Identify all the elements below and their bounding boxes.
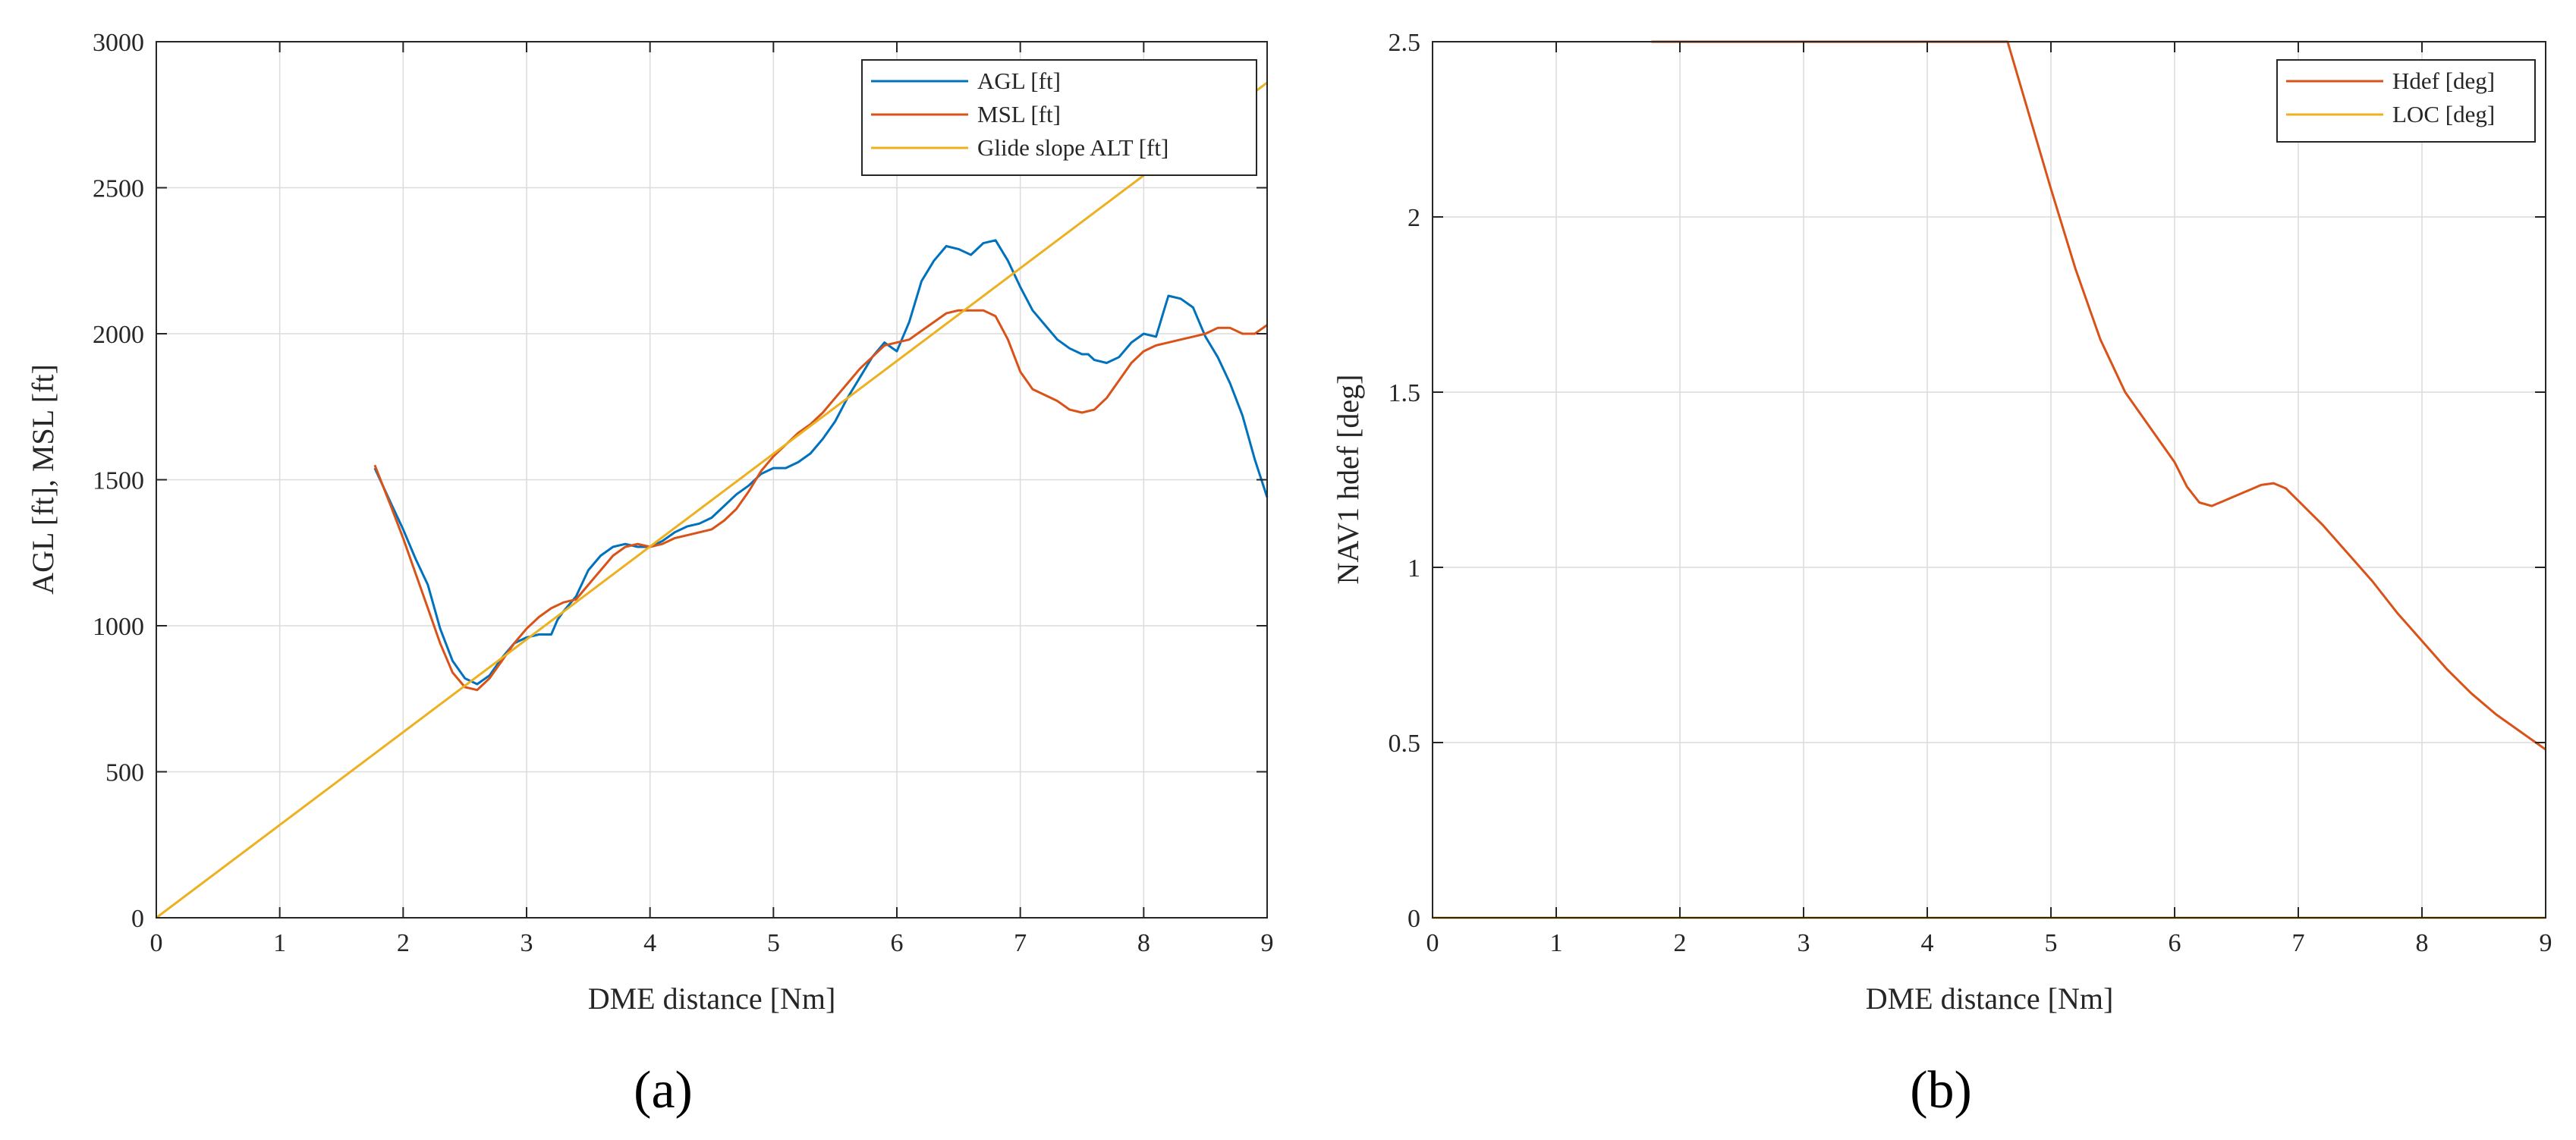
chart-a-ytick-label: 3000 xyxy=(93,29,144,57)
chart-b-xtick-label: 5 xyxy=(2045,929,2058,957)
chart-b-xtick-label: 6 xyxy=(2169,929,2181,957)
chart-b-legend: Hdef [deg] LOC [deg] xyxy=(2276,59,2536,143)
chart-a-legend-box xyxy=(861,59,1257,176)
chart-a-series xyxy=(156,81,1269,919)
chart-b-series-line-0 xyxy=(1651,40,2546,751)
chart-a-legend-label-0: AGL [ft] xyxy=(977,68,1061,94)
chart-a-ytick-label: 1500 xyxy=(93,467,144,495)
chart-b-legend-label-1: LOC [deg] xyxy=(2392,101,2495,127)
chart-a-ylabel: AGL [ft], MSL [ft] xyxy=(26,364,60,595)
chart-b-axes-box xyxy=(1432,41,2546,919)
chart-b: 0 1 2 3 4 5 6 7 8 9 0 0.5 1 1.5 2 2.5 DME distance [Nm]… xyxy=(1331,29,2552,1016)
chart-b-ytick-label: 2.5 xyxy=(1389,29,1421,57)
chart-a-legend: AGL [ft] MSL [ft] Glide slope ALT [ft] xyxy=(861,59,1257,176)
chart-b-ytick-label: 0 xyxy=(1408,905,1420,933)
chart-b-plot-area xyxy=(1433,42,2546,918)
chart-b-xtick-label: 7 xyxy=(2292,929,2305,957)
chart-b-xtick-label: 8 xyxy=(2416,929,2429,957)
chart-b-ylabel: NAV1 hdef [deg] xyxy=(1331,375,1365,585)
chart-b-xtick-label: 2 xyxy=(1674,929,1687,957)
chart-a-ytick-label: 2000 xyxy=(93,321,144,349)
chart-a-legend-label-2: Glide slope ALT [ft] xyxy=(977,134,1168,161)
chart-b-ytick-label: 1.5 xyxy=(1389,379,1421,407)
chart-a-xtick-label: 4 xyxy=(643,929,656,957)
chart-b-xtick-label: 0 xyxy=(1426,929,1439,957)
chart-a-legend-label-1: MSL [ft] xyxy=(977,101,1061,127)
chart-a-xtick-label: 9 xyxy=(1261,929,1274,957)
chart-b-legend-box xyxy=(2276,59,2536,143)
chart-a-xtick-label: 5 xyxy=(767,929,780,957)
chart-a-xlabel: DME distance [Nm] xyxy=(588,981,836,1016)
chart-a-ytick-label: 2500 xyxy=(93,175,144,203)
panel-label-a: (a) xyxy=(634,1061,693,1120)
chart-a: 0 1 2 3 4 5 6 7 8 9 0 500 1000 1500 2000 2500 3000 DME d… xyxy=(26,29,1274,1016)
chart-b-xtick-label: 4 xyxy=(1921,929,1934,957)
chart-a-ticks: 0 1 2 3 4 5 6 7 8 9 0 500 1000 1500 2000 2500 3000 xyxy=(93,29,1274,957)
chart-b-ytick-label: 2 xyxy=(1408,204,1420,232)
chart-b-xtick-label: 9 xyxy=(2540,929,2552,957)
chart-b-legend-label-0: Hdef [deg] xyxy=(2392,68,2495,94)
chart-b-ytick-label: 0.5 xyxy=(1389,730,1421,758)
chart-b-ytick-label: 1 xyxy=(1408,554,1420,583)
chart-b-ticks: 0 1 2 3 4 5 6 7 8 9 0 0.5 1 1.5 2 2.5 xyxy=(1389,29,2552,957)
chart-a-ytick-label: 0 xyxy=(131,905,144,933)
chart-a-xtick-label: 3 xyxy=(521,929,533,957)
chart-a-xtick-label: 1 xyxy=(273,929,286,957)
chart-a-series-line-2 xyxy=(156,81,1268,919)
chart-b-xtick-label: 1 xyxy=(1550,929,1563,957)
chart-a-series-line-1 xyxy=(373,309,1268,692)
panel-label-b: (b) xyxy=(1910,1061,1972,1120)
chart-b-xtick-label: 3 xyxy=(1798,929,1810,957)
chart-a-xtick-label: 7 xyxy=(1014,929,1027,957)
chart-b-xlabel: DME distance [Nm] xyxy=(1866,981,2114,1016)
chart-a-xtick-label: 6 xyxy=(891,929,904,957)
chart-a-ytick-label: 500 xyxy=(105,759,144,787)
chart-a-xtick-label: 2 xyxy=(397,929,410,957)
chart-a-xtick-label: 0 xyxy=(150,929,163,957)
chart-a-ytick-label: 1000 xyxy=(93,613,144,641)
chart-a-xtick-label: 8 xyxy=(1137,929,1150,957)
